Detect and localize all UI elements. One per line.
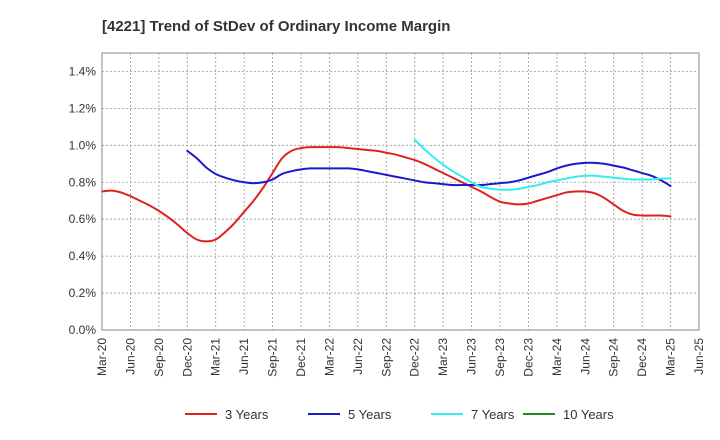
legend: 3 Years 5 Years 7 Years 10 Years (185, 407, 614, 422)
x-tick-label: Jun-25 (692, 338, 706, 375)
x-tick-label: Mar-24 (550, 338, 564, 376)
x-tick-label: Dec-21 (294, 338, 308, 377)
y-tick-label: 1.4% (69, 64, 97, 78)
y-tick-label: 0.0% (69, 323, 97, 337)
series-line-5-years (186, 149, 672, 187)
x-tick-label: Sep-23 (493, 338, 507, 377)
y-tick-label: 0.4% (69, 249, 97, 263)
plot-frame (101, 52, 700, 331)
y-axis: 0.0% 0.2% 0.4% 0.6% 0.8% 1.0% 1.2% 1.4% (69, 64, 97, 337)
x-tick-label: Dec-22 (408, 338, 422, 377)
series-line-7-years (413, 138, 672, 191)
x-tick-label: Mar-21 (209, 338, 223, 376)
x-tick-label: Dec-23 (521, 338, 535, 377)
x-axis: Mar-20 Jun-20 Sep-20 Dec-20 Mar-21 Jun-21 Sep-… (95, 338, 706, 377)
x-tick-label: Mar-23 (436, 338, 450, 376)
legend-label: 10 Years (563, 407, 614, 422)
x-tick-label: Jun-21 (237, 338, 251, 375)
y-tick-label: 0.2% (69, 286, 97, 300)
chart-title: [4221] Trend of StDev of Ordinary Income… (102, 18, 450, 35)
x-tick-label: Jun-20 (123, 338, 137, 375)
x-tick-label: Jun-24 (578, 338, 592, 375)
x-tick-label: Mar-22 (322, 338, 336, 376)
x-tick-label: Mar-25 (664, 338, 678, 376)
legend-label: 3 Years (225, 407, 269, 422)
x-tick-label: Dec-24 (635, 338, 649, 377)
y-tick-label: 0.6% (69, 212, 97, 226)
series-lines (101, 138, 672, 243)
x-tick-label: Sep-21 (266, 338, 280, 377)
y-tick-label: 1.2% (69, 101, 97, 115)
y-tick-label: 0.8% (69, 175, 97, 189)
x-tick-label: Sep-24 (607, 338, 621, 377)
grid (101, 53, 700, 331)
legend-label: 5 Years (348, 407, 392, 422)
x-tick-label: Jun-22 (351, 338, 365, 375)
legend-label: 7 Years (471, 407, 515, 422)
y-tick-label: 1.0% (69, 138, 97, 152)
x-tick-label: Dec-20 (180, 338, 194, 377)
x-tick-label: Mar-20 (95, 338, 109, 376)
x-tick-label: Sep-22 (379, 338, 393, 377)
series-line-3-years (101, 146, 672, 243)
x-tick-label: Sep-20 (152, 338, 166, 377)
x-tick-label: Jun-23 (465, 338, 479, 375)
